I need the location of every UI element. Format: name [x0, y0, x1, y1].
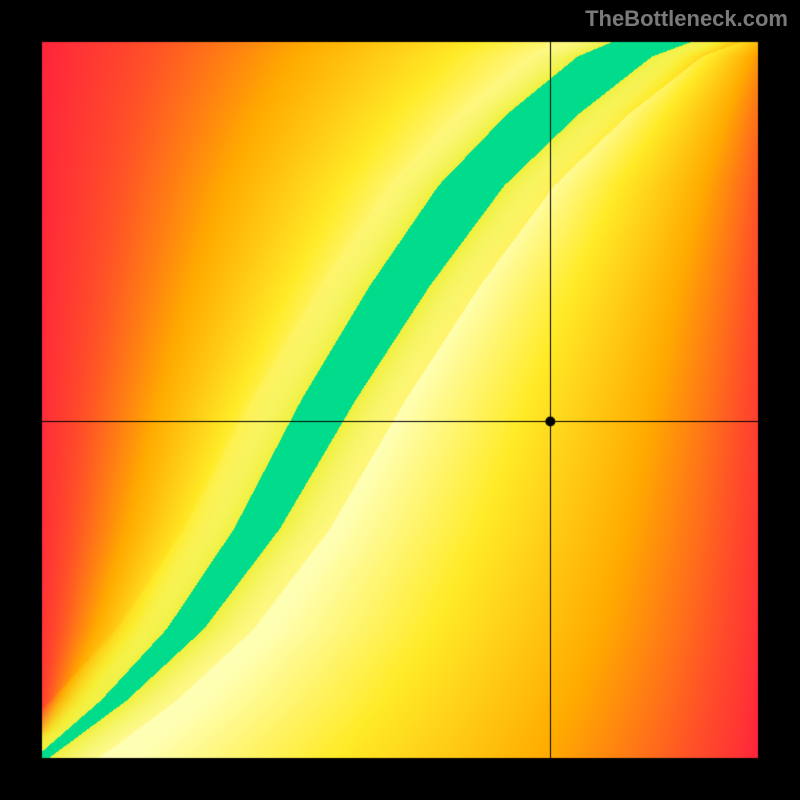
chart-container: TheBottleneck.com [0, 0, 800, 800]
watermark-text: TheBottleneck.com [585, 6, 788, 32]
bottleneck-heatmap [0, 0, 800, 800]
